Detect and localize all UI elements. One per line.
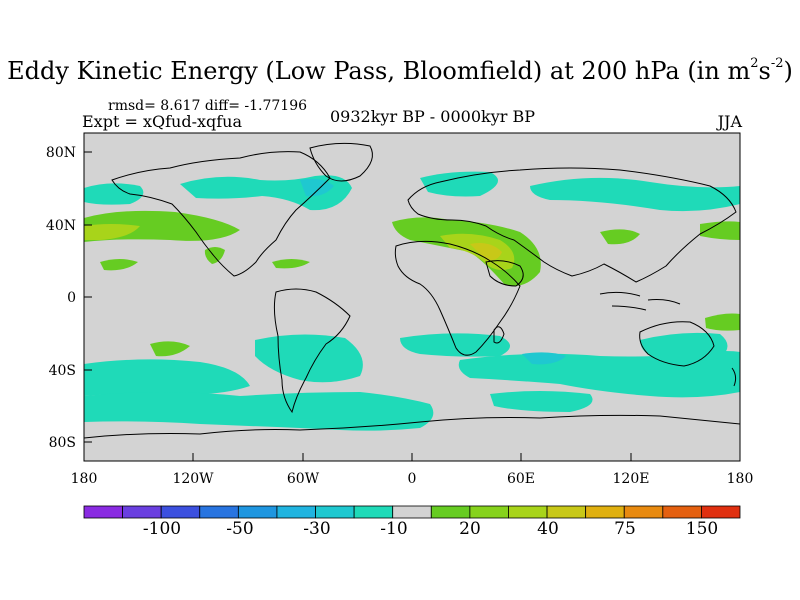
positive-region-east-pacific: [700, 221, 740, 240]
experiment-label: Expt = xQfud-xqfua: [82, 112, 242, 131]
coastline-africa: [394, 240, 521, 356]
colorbar-box-7: [353, 505, 394, 519]
time-period-label: 0932kyr BP - 0000kyr BP: [330, 107, 535, 126]
positive-region-pacific-core: [84, 224, 140, 240]
coastline-madagascar: [493, 326, 505, 344]
coastline-arabia: [485, 260, 524, 287]
colorbar-box-16: [701, 505, 741, 519]
lat-label-40s: 40S: [49, 363, 76, 379]
coastline-north-america: [111, 151, 331, 277]
lon-label-120e: 120E: [613, 471, 650, 487]
positive-region-mid-atlantic: [272, 259, 310, 269]
colorbar-box-11: [508, 505, 548, 519]
lon-label-180e: 180: [727, 471, 754, 487]
coastline-eurasia: [407, 167, 737, 283]
colorbar-box-8: [392, 505, 432, 519]
negative-region-north-pacific: [84, 183, 144, 205]
lat-axis: 80N 40N 0 40S 80S: [46, 145, 92, 451]
rmsd-diff-stats: rmsd= 8.617 diff= -1.77196: [108, 98, 308, 114]
negative-region-indian-core: [522, 352, 566, 365]
negative-region-australia: [640, 332, 728, 362]
colorbar-box-15: [662, 505, 702, 519]
negative-region-southern-indian: [458, 351, 740, 398]
lat-label-40n: 40N: [46, 218, 76, 234]
lat-label-80s: 80S: [49, 435, 76, 451]
field-contours: [84, 171, 740, 431]
negative-region-south-america: [255, 334, 363, 383]
negative-region-north-europe: [420, 171, 498, 197]
positive-region-south-pacific: [150, 341, 190, 357]
negative-region-southern-ocean-wide: [84, 392, 434, 431]
lon-label-180w: 180: [71, 471, 98, 487]
colorbar-box-5: [276, 505, 316, 519]
plot-title: Eddy Kinetic Energy (Low Pass, Bloomfiel…: [7, 56, 793, 85]
colorbar-label-150: 150: [686, 519, 718, 539]
colorbar-label-40: 40: [537, 519, 559, 539]
negative-region-north-asia: [530, 177, 740, 212]
colorbar-label-20: 20: [459, 519, 481, 539]
positive-region-arabia-core: [470, 243, 502, 261]
lat-label-0: 0: [67, 290, 76, 306]
colorbar-box-9: [430, 505, 471, 519]
colorbar-box-10: [469, 505, 509, 519]
colorbar-box-13: [585, 505, 625, 519]
coastline-greenland: [309, 142, 373, 182]
negative-region-south-indian-2: [490, 391, 593, 412]
lon-label-120w: 120W: [172, 471, 214, 487]
colorbar-label-neg100: -100: [143, 519, 181, 539]
lat-label-80n: 80N: [46, 145, 76, 161]
colorbar-box-2: [160, 505, 201, 519]
coastline-new-zealand: [731, 367, 737, 387]
coastline-australia: [639, 321, 715, 367]
colorbar-label-75: 75: [614, 519, 636, 539]
negative-region-south-pacific: [84, 359, 250, 396]
lon-label-0: 0: [408, 471, 417, 487]
lon-axis: 180 120W 60W 0 60E 120E 180: [71, 453, 754, 487]
colorbar-box-4: [237, 505, 278, 519]
colorbar-box-14: [623, 505, 664, 519]
coastline-indonesia: [599, 291, 681, 311]
colorbar: [83, 505, 741, 519]
colorbar-box-12: [546, 505, 587, 519]
coastline-south-america: [273, 288, 351, 414]
colorbar-box-6: [315, 505, 355, 519]
negative-region-north-america-core: [300, 178, 334, 197]
colorbar-box-0: [83, 505, 123, 519]
colorbar-box-1: [122, 505, 162, 519]
positive-region-asia: [600, 229, 640, 245]
colorbar-box-3: [199, 505, 239, 519]
colorbar-labels: -100 -50 -30 -10 20 40 75 150: [143, 519, 718, 539]
positive-region-south-pacific-east: [705, 313, 740, 331]
coastline-antarctica: [84, 414, 740, 439]
positive-region-atlantic-small: [100, 259, 138, 271]
colorbar-label-neg30: -30: [303, 519, 330, 539]
colorbar-label-neg50: -50: [226, 519, 253, 539]
coastlines: [84, 142, 740, 439]
season-label: JJA: [717, 112, 742, 131]
lon-label-60e: 60E: [507, 471, 535, 487]
colorbar-label-neg10: -10: [380, 519, 407, 539]
lon-label-60w: 60W: [287, 471, 320, 487]
